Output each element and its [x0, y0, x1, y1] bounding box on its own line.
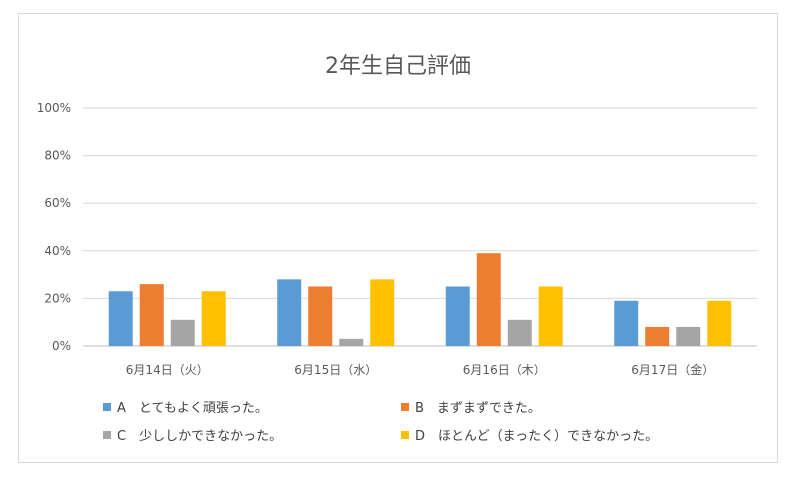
bar-a-1: [108, 291, 133, 346]
y-tick-label: 20%: [44, 291, 71, 305]
bar-c-2: [339, 338, 364, 346]
legend-label: A とてもよく頑張った。: [117, 401, 268, 416]
legend-swatch: [401, 403, 409, 411]
x-axis-tick-labels: 6月14日（火） 6月15日（水） 6月16日（木） 6月17日（金）: [126, 362, 714, 377]
bar-chart: 2年生自己評価 0% 20% 40% 60% 80% 100% 6月14日（火） 6月15日…: [37, 54, 757, 444]
bar-c-1: [170, 319, 195, 346]
bar-b-3: [476, 253, 501, 346]
legend: A とてもよく頑張った。 B まずまずできた。 C 少ししかできなかった。 D ほとん…: [103, 401, 658, 444]
y-axis-tick-labels: 0% 20% 40% 60% 80% 100%: [37, 101, 71, 353]
bar-b-2: [308, 286, 333, 346]
bar-d-1: [201, 291, 226, 346]
y-tick-label: 80%: [44, 149, 71, 163]
bar-d-3: [538, 286, 563, 346]
bar-c-3: [507, 319, 532, 346]
x-tick-label: 6月17日（金）: [631, 362, 714, 377]
y-tick-label: 100%: [37, 101, 71, 115]
bar-a-3: [445, 286, 470, 346]
bar-a-4: [614, 300, 639, 346]
legend-label: B まずまずできた。: [415, 401, 541, 416]
legend-swatch: [103, 431, 111, 439]
bar-c-4: [676, 326, 701, 346]
legend-label: D ほとんど（まったく）できなかった。: [415, 429, 658, 444]
y-tick-label: 60%: [44, 196, 71, 210]
bars: [108, 253, 732, 346]
bar-b-4: [645, 326, 670, 346]
bar-d-4: [707, 300, 732, 346]
y-tick-label: 0%: [52, 339, 71, 353]
gridlines: [83, 107, 757, 347]
x-tick-label: 6月15日（水）: [294, 363, 377, 377]
bar-a-2: [277, 279, 302, 346]
x-tick-label: 6月16日（木）: [463, 363, 546, 377]
legend-swatch: [103, 403, 111, 411]
x-tick-label: 6月14日（火）: [126, 363, 209, 377]
legend-label: C 少ししかできなかった。: [117, 429, 282, 444]
chart-frame: 2年生自己評価 0% 20% 40% 60% 80% 100% 6月14日（火） 6月15日…: [18, 13, 778, 463]
bar-d-2: [370, 279, 395, 346]
legend-swatch: [401, 431, 409, 439]
chart-title: 2年生自己評価: [325, 54, 471, 79]
y-tick-label: 40%: [44, 244, 71, 258]
bar-b-1: [139, 284, 164, 346]
